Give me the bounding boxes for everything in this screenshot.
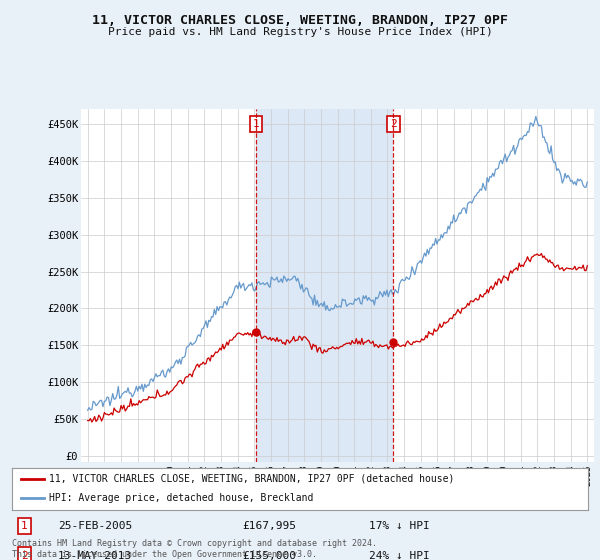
Text: 2: 2 — [20, 550, 28, 560]
Text: 24% ↓ HPI: 24% ↓ HPI — [369, 550, 430, 560]
Text: £155,000: £155,000 — [242, 550, 296, 560]
Text: 1: 1 — [20, 521, 28, 531]
Text: 11, VICTOR CHARLES CLOSE, WEETING, BRANDON, IP27 0PF: 11, VICTOR CHARLES CLOSE, WEETING, BRAND… — [92, 14, 508, 27]
Text: 25-FEB-2005: 25-FEB-2005 — [58, 521, 133, 531]
Text: 1: 1 — [253, 119, 260, 129]
Text: 13-MAY-2013: 13-MAY-2013 — [58, 550, 133, 560]
Text: Price paid vs. HM Land Registry's House Price Index (HPI): Price paid vs. HM Land Registry's House … — [107, 27, 493, 37]
Text: 17% ↓ HPI: 17% ↓ HPI — [369, 521, 430, 531]
Text: 2: 2 — [390, 119, 397, 129]
Text: 11, VICTOR CHARLES CLOSE, WEETING, BRANDON, IP27 0PF (detached house): 11, VICTOR CHARLES CLOSE, WEETING, BRAND… — [49, 474, 455, 484]
Bar — [256, 109, 394, 462]
Text: £167,995: £167,995 — [242, 521, 296, 531]
Text: HPI: Average price, detached house, Breckland: HPI: Average price, detached house, Brec… — [49, 493, 314, 503]
Text: Contains HM Land Registry data © Crown copyright and database right 2024.
This d: Contains HM Land Registry data © Crown c… — [12, 539, 377, 559]
